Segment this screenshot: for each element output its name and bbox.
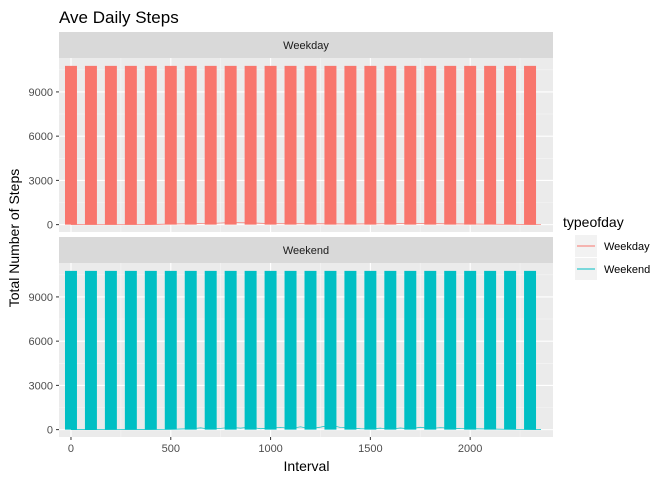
bar — [364, 65, 377, 225]
bar — [164, 65, 177, 225]
bar — [524, 65, 537, 225]
bar — [264, 270, 277, 430]
bar — [184, 270, 197, 430]
bar — [504, 65, 517, 225]
bar — [204, 65, 217, 225]
y-tick-label: 0 — [47, 425, 53, 437]
bar — [404, 65, 417, 225]
bar — [124, 65, 137, 225]
bar — [344, 270, 357, 430]
bar — [424, 65, 437, 225]
bar — [224, 270, 237, 430]
y-tick-label: 9000 — [29, 87, 53, 99]
x-tick-label: 500 — [162, 443, 180, 455]
bar — [464, 270, 477, 430]
y-tick-label: 0 — [47, 220, 53, 232]
bar — [384, 270, 397, 430]
x-axis-title: Interval — [284, 458, 330, 474]
x-tick-label: 2000 — [458, 443, 482, 455]
bar — [364, 270, 377, 430]
x-tick-label: 1000 — [258, 443, 282, 455]
bar — [324, 270, 337, 430]
bar — [264, 65, 277, 225]
bar — [164, 270, 177, 430]
y-tick-label: 6000 — [29, 131, 53, 143]
series-line — [70, 222, 542, 225]
bar — [324, 65, 337, 225]
strip-background — [59, 237, 553, 263]
bar — [64, 270, 77, 430]
x-tick-label: 0 — [68, 443, 74, 455]
bar — [244, 65, 257, 225]
legend: typeofday Weekday Weekend — [563, 214, 650, 280]
bar — [64, 65, 77, 225]
bar — [144, 270, 157, 430]
strip-label: Weekend — [283, 245, 329, 257]
facet-panels: 0 3000 6000 9000 Weekday 0 3000 6000 9000 Weekend — [29, 32, 553, 437]
y-tick-label: 6000 — [29, 336, 53, 348]
bar — [104, 65, 117, 225]
bar — [504, 270, 517, 430]
legend-title: typeofday — [563, 214, 624, 230]
y-tick-label: 9000 — [29, 292, 53, 304]
chart-title: Ave Daily Steps — [59, 8, 179, 27]
bar — [384, 65, 397, 225]
bar — [484, 270, 497, 430]
bar — [84, 65, 97, 225]
bar — [124, 270, 137, 430]
bar — [304, 270, 317, 430]
strip-label: Weekday — [283, 40, 329, 52]
bar — [144, 65, 157, 225]
x-tick-label: 1500 — [358, 443, 382, 455]
y-axis-title: Total Number of Steps — [6, 169, 22, 308]
strip-background — [59, 32, 553, 58]
bar — [424, 270, 437, 430]
bar — [284, 270, 297, 430]
bar — [84, 270, 97, 430]
bar — [304, 65, 317, 225]
legend-label-weekend: Weekend — [604, 264, 650, 276]
bar — [404, 270, 417, 430]
bar — [204, 270, 217, 430]
bar — [464, 65, 477, 225]
bar — [244, 270, 257, 430]
bar — [184, 65, 197, 225]
bar — [344, 65, 357, 225]
series-line — [70, 424, 542, 430]
panel-weekend: 0 3000 6000 9000 Weekend — [29, 237, 553, 437]
bar — [224, 65, 237, 225]
bar — [484, 65, 497, 225]
bar — [524, 270, 537, 430]
x-axis: 0 500 1000 1500 2000 — [68, 437, 482, 455]
bar — [104, 270, 117, 430]
bar — [444, 65, 457, 225]
legend-label-weekday: Weekday — [604, 241, 650, 253]
y-tick-label: 3000 — [29, 175, 53, 187]
bar — [284, 65, 297, 225]
panel-weekday: 0 3000 6000 9000 Weekday — [29, 32, 553, 232]
bar — [444, 270, 457, 430]
y-tick-label: 3000 — [29, 380, 53, 392]
